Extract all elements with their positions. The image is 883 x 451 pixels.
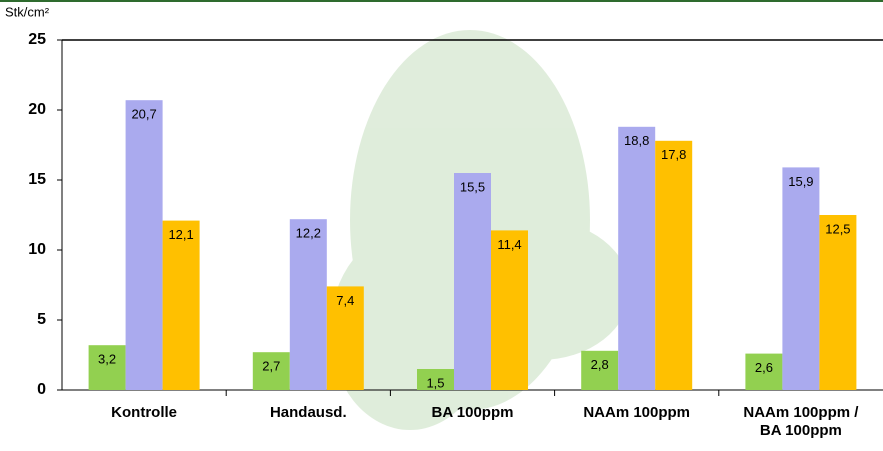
y-axis-label: Stk/cm²	[5, 4, 50, 19]
x-tick-label: Kontrolle	[111, 404, 178, 421]
value-label: 2,6	[755, 360, 773, 375]
bar	[618, 126, 656, 391]
bar	[491, 230, 528, 390]
value-label: 12,5	[825, 221, 850, 236]
value-label: 3,2	[98, 352, 116, 367]
value-label: 17,8	[661, 147, 686, 162]
bar	[655, 140, 693, 390]
bar	[581, 350, 619, 390]
y-tick-label: 25	[28, 31, 46, 48]
x-tick-label: NAAm 100ppm	[583, 404, 691, 421]
value-label: 12,2	[296, 226, 321, 241]
bar	[125, 100, 163, 390]
value-label: 11,4	[497, 237, 521, 252]
bar	[289, 219, 327, 390]
bar	[326, 286, 364, 390]
value-label: 18,8	[624, 133, 649, 148]
bar	[454, 173, 491, 390]
bar	[162, 220, 200, 390]
bar	[745, 353, 783, 390]
y-tick-label: 10	[28, 241, 46, 258]
y-tick-label: 0	[37, 381, 46, 398]
bar	[252, 352, 290, 390]
value-label: 2,8	[591, 357, 609, 372]
y-tick-label: 20	[28, 101, 46, 118]
y-tick-label: 15	[28, 171, 46, 188]
value-label: 12,1	[168, 227, 193, 242]
x-tick-label: BA 100ppm	[431, 404, 514, 421]
bar	[819, 215, 857, 390]
x-tick-label: NAAm 100ppm / BA 100ppm	[743, 404, 859, 439]
value-label: 15,5	[460, 179, 485, 194]
value-label: 2,7	[262, 359, 280, 374]
value-label: 15,9	[788, 174, 813, 189]
x-tick-label: Handausd.	[269, 404, 347, 421]
bar	[88, 345, 126, 390]
value-label: 7,4	[336, 293, 354, 308]
y-tick-label: 5	[37, 311, 46, 328]
bar	[782, 167, 820, 390]
bar	[417, 369, 454, 390]
value-label: 1,5	[426, 375, 444, 390]
value-label: 20,7	[131, 107, 156, 122]
